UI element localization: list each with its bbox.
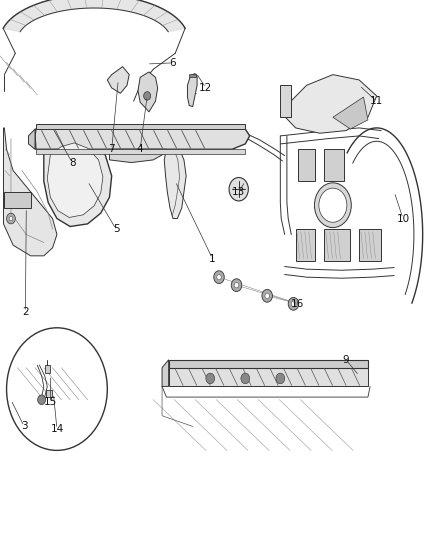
Polygon shape [298,149,315,181]
Polygon shape [169,360,368,368]
Text: 6: 6 [170,58,177,68]
Text: 14: 14 [50,424,64,434]
Text: 11: 11 [370,96,383,106]
Polygon shape [46,390,52,397]
Circle shape [206,373,215,384]
Text: 9: 9 [343,355,350,365]
Polygon shape [296,229,315,261]
Circle shape [234,282,239,288]
Circle shape [38,395,46,405]
Polygon shape [35,129,250,149]
Text: 4: 4 [137,144,144,154]
Polygon shape [3,0,185,31]
Polygon shape [107,67,129,93]
Polygon shape [280,75,377,133]
Circle shape [217,274,221,280]
Polygon shape [47,143,103,217]
Polygon shape [162,360,169,386]
Circle shape [144,92,151,100]
Polygon shape [110,149,166,163]
Circle shape [262,289,272,302]
Circle shape [7,328,107,450]
Text: 1: 1 [209,254,216,263]
Text: 7: 7 [108,144,115,154]
Circle shape [241,373,250,384]
Text: 5: 5 [113,224,120,234]
Polygon shape [4,128,57,256]
Polygon shape [164,144,186,219]
Text: 13: 13 [232,187,245,197]
Circle shape [7,213,15,224]
Text: 3: 3 [21,422,28,431]
Polygon shape [189,74,196,77]
Circle shape [9,216,13,221]
Text: 2: 2 [22,307,29,317]
Polygon shape [324,229,350,261]
Polygon shape [138,72,158,112]
Polygon shape [359,229,381,261]
Polygon shape [44,133,112,227]
Text: 16: 16 [291,299,304,309]
Polygon shape [333,97,368,129]
Polygon shape [28,129,35,149]
Circle shape [229,177,248,201]
Circle shape [314,183,351,228]
Polygon shape [4,192,31,208]
Polygon shape [169,368,368,386]
Text: 8: 8 [69,158,76,167]
Polygon shape [36,124,245,129]
Circle shape [231,279,242,292]
Polygon shape [36,149,245,154]
Polygon shape [45,365,50,373]
Circle shape [291,301,296,306]
Circle shape [288,297,299,310]
Polygon shape [324,149,344,181]
Text: 10: 10 [396,214,410,223]
Circle shape [265,293,269,298]
Text: 15: 15 [44,398,57,407]
Text: 12: 12 [199,83,212,93]
Circle shape [214,271,224,284]
Circle shape [276,373,285,384]
Polygon shape [187,74,197,107]
Circle shape [319,188,347,222]
Polygon shape [280,85,291,117]
